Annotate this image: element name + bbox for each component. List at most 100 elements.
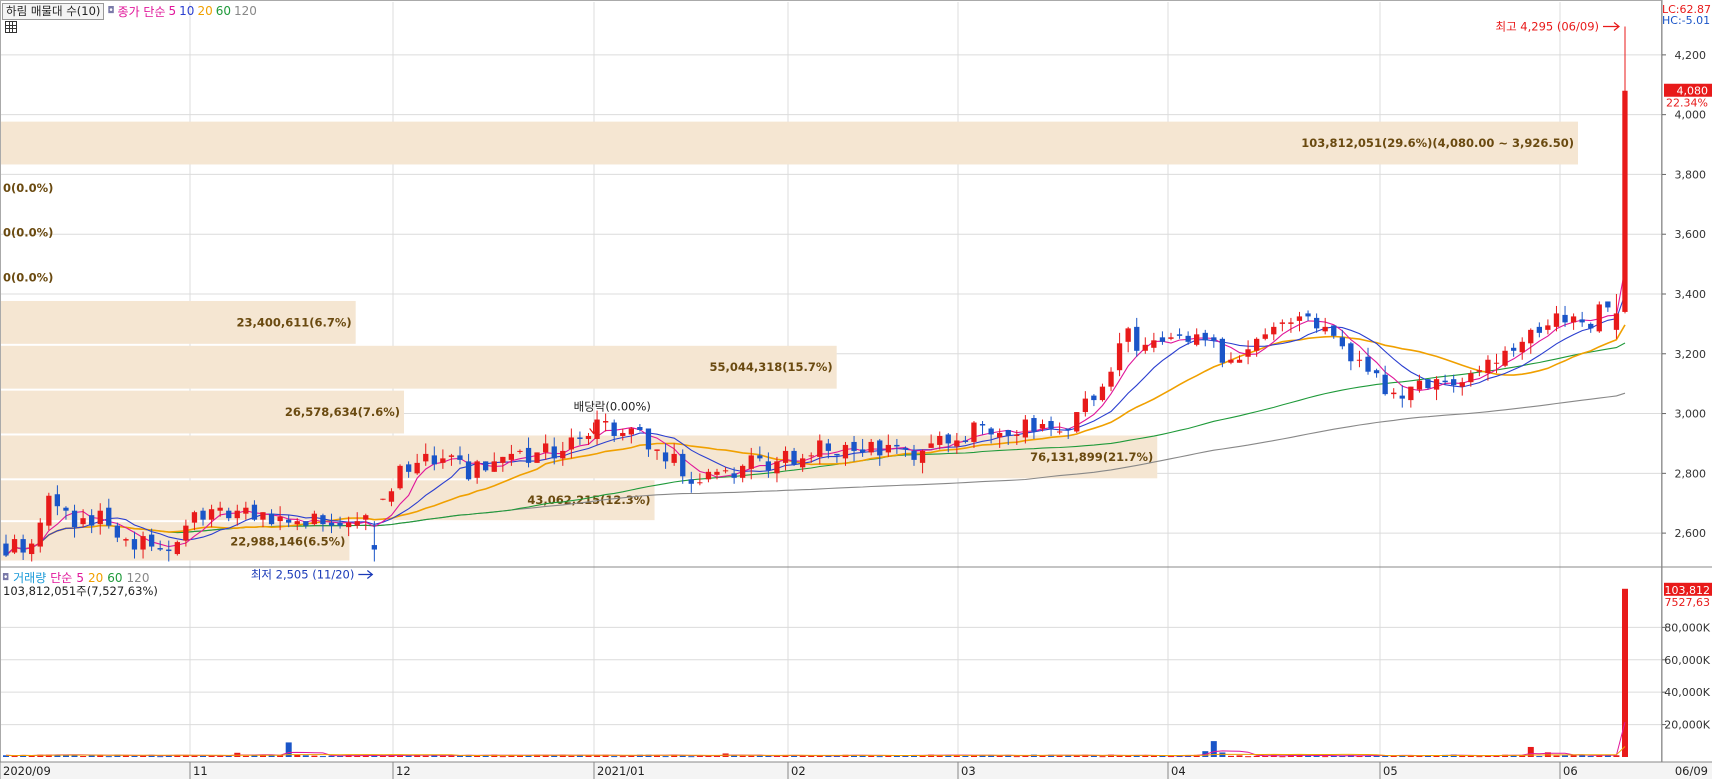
volume-ma-period-60[interactable]: 60 (107, 570, 123, 585)
candle-body-121 (1039, 424, 1046, 429)
candle-body-102 (877, 440, 883, 456)
volume-bar-41 (354, 755, 361, 757)
volume-bar-111 (953, 755, 960, 757)
volume-bar-159 (1365, 755, 1371, 757)
candle-body-29 (251, 504, 258, 520)
volume-bar-18 (157, 756, 164, 758)
volume-bar-143 (1228, 755, 1234, 757)
volume-bar-48 (414, 754, 421, 757)
ma-period-120[interactable]: 120 (234, 4, 257, 18)
ma-period-5[interactable]: 5 (168, 4, 177, 18)
candle-body-124 (1065, 428, 1071, 430)
candle-body-153 (1314, 317, 1320, 329)
candle-body-13 (114, 525, 120, 538)
volume-bar-132 (1133, 755, 1140, 757)
candle-body-133 (1142, 344, 1148, 351)
volume-tick-label-2: 60,000K (1664, 654, 1710, 667)
candle-body-43 (371, 545, 377, 550)
candle-body-159 (1365, 356, 1371, 372)
volume-ma-line-20 (5, 746, 1626, 757)
candle-body-55 (474, 461, 480, 478)
candle-body-70 (603, 421, 609, 423)
volume-bar-73 (628, 755, 635, 757)
candle-body-67 (577, 437, 583, 439)
volume-bar-43 (371, 755, 378, 757)
volume-bar-103 (885, 755, 892, 757)
candle-body-93 (800, 458, 806, 468)
candle-body-119 (1022, 419, 1028, 438)
volume-bar-15 (131, 755, 138, 757)
candle-body-6 (54, 494, 60, 507)
ma-line-10 (5, 294, 1626, 556)
candle-body-168 (1442, 380, 1448, 383)
volume-bar-176 (1510, 755, 1517, 757)
candle-body-20 (174, 542, 180, 555)
volume-bar-72 (619, 756, 626, 758)
candle-body-138 (1185, 335, 1191, 342)
date-label-6: 04 (1171, 764, 1186, 778)
candle-body-8 (71, 510, 78, 528)
candle-body-11 (97, 510, 103, 525)
ma-period-10[interactable]: 10 (179, 4, 195, 18)
volume-bar-146 (1253, 755, 1260, 757)
volume-bar-181 (1553, 755, 1560, 757)
candle-body-54 (465, 461, 472, 480)
volume-bar-115 (988, 754, 995, 757)
candle-body-58 (500, 456, 506, 463)
volume-bar-123 (1056, 755, 1063, 757)
candle-body-22 (191, 512, 198, 523)
volume-profile-bar-4 (0, 345, 837, 389)
volume-bar-5 (45, 754, 52, 757)
ma-period-20[interactable]: 20 (197, 4, 213, 18)
candle-body-68 (585, 435, 592, 439)
volume-bar-86 (739, 755, 746, 757)
volume-ma-period-20[interactable]: 20 (87, 570, 104, 585)
volume-bar-21 (182, 755, 189, 757)
candle-body-87 (748, 455, 754, 469)
candle-body-141 (1211, 337, 1217, 341)
date-axis-strip (0, 762, 1712, 779)
ma-period-60[interactable]: 60 (215, 4, 231, 18)
volume-bar-64 (551, 755, 558, 757)
candle-body-74 (637, 427, 643, 430)
volume-bar-185 (1587, 756, 1594, 758)
candle-body-125 (1074, 412, 1080, 432)
volume-ma-period-5[interactable]: 5 (76, 570, 84, 585)
candle-body-75 (645, 428, 652, 450)
volume-bar-13 (114, 754, 121, 757)
current-price-badge (1664, 83, 1712, 97)
lc-indicator: LC:62.87 (1662, 4, 1712, 16)
high-annotation: 최고 4,295 (06/09) (1495, 19, 1599, 33)
volume-bar-60 (517, 755, 523, 757)
volume-label[interactable]: 거래량 (13, 571, 47, 585)
volume-bar-7 (63, 754, 69, 757)
volume-profile-label[interactable]: 하림 매물대 수(10) (2, 2, 105, 20)
candle-body-44 (380, 498, 386, 500)
candle-body-45 (388, 491, 395, 502)
volume-bar-0 (3, 755, 9, 757)
volume-ma-period-120[interactable]: 120 (126, 570, 150, 585)
ma-label[interactable]: 종가 단순 (117, 4, 166, 19)
candle-body-136 (1168, 337, 1174, 339)
volume-bar-114 (979, 755, 986, 757)
volume-bar-23 (200, 755, 206, 757)
data-table-icon[interactable] (5, 21, 17, 33)
candle-body-107 (919, 450, 926, 463)
candle-body-88 (757, 455, 763, 459)
candle-body-118 (1014, 434, 1020, 436)
volume-bar-59 (508, 755, 515, 757)
volume-ma-label[interactable]: 단순 (50, 571, 73, 585)
volume-bar-154 (1322, 756, 1329, 758)
candle-body-164 (1408, 386, 1414, 401)
volume-bar-145 (1245, 756, 1252, 758)
volume-bar-172 (1476, 756, 1483, 758)
volume-bar-14 (122, 755, 129, 757)
candle-body-38 (328, 522, 335, 526)
candle-body-112 (962, 440, 969, 442)
volume-bar-131 (1125, 755, 1132, 757)
volume-bar-11 (97, 754, 104, 757)
volume-bar-29 (251, 755, 258, 757)
candle-body-83 (714, 471, 720, 475)
volume-bar-100 (859, 755, 866, 757)
